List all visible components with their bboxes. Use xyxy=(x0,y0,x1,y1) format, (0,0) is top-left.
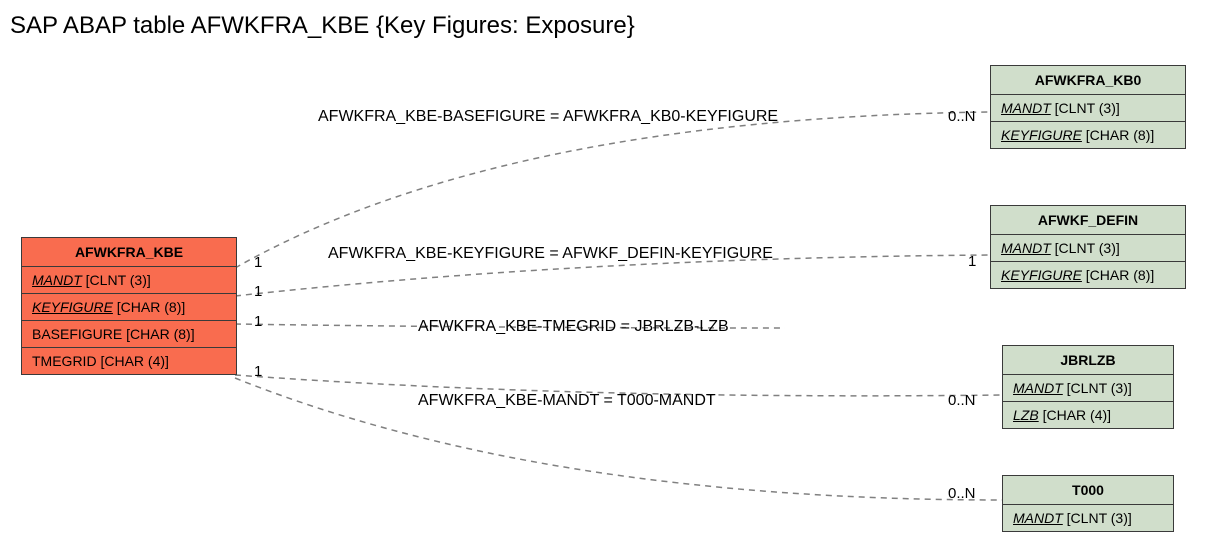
entity-header: T000 xyxy=(1003,476,1173,505)
field-name: KEYFIGURE xyxy=(32,299,113,315)
field-type: [CLNT (3)] xyxy=(82,272,151,288)
field-name: MANDT xyxy=(1001,100,1051,116)
field-type: [CHAR (4)] xyxy=(1039,407,1111,423)
field-name: TMEGRID xyxy=(32,353,97,369)
field-name: MANDT xyxy=(1001,240,1051,256)
field-type: [CHAR (8)] xyxy=(1082,267,1154,283)
entity-header: AFWKFRA_KBE xyxy=(22,238,236,267)
field-type: [CHAR (8)] xyxy=(1082,127,1154,143)
cardinality-left: 1 xyxy=(254,313,262,330)
field-name: LZB xyxy=(1013,407,1039,423)
field-type: [CLNT (3)] xyxy=(1063,380,1132,396)
entity-afwkf_defin: AFWKF_DEFINMANDT [CLNT (3)]KEYFIGURE [CH… xyxy=(990,205,1186,289)
diagram-canvas: SAP ABAP table AFWKFRA_KBE {Key Figures:… xyxy=(0,0,1219,549)
field-type: [CLNT (3)] xyxy=(1063,510,1132,526)
cardinality-left: 1 xyxy=(254,283,262,300)
entity-field: MANDT [CLNT (3)] xyxy=(22,267,236,294)
cardinality-right: 0..N xyxy=(948,392,976,409)
entity-field: KEYFIGURE [CHAR (8)] xyxy=(991,122,1185,148)
field-type: [CHAR (4)] xyxy=(97,353,169,369)
cardinality-left: 1 xyxy=(254,254,262,271)
entity-afwkfra_kbe: AFWKFRA_KBEMANDT [CLNT (3)]KEYFIGURE [CH… xyxy=(21,237,237,375)
entity-header: JBRLZB xyxy=(1003,346,1173,375)
field-name: MANDT xyxy=(1013,380,1063,396)
entity-field: KEYFIGURE [CHAR (8)] xyxy=(991,262,1185,288)
cardinality-right: 0..N xyxy=(948,485,976,502)
entity-field: MANDT [CLNT (3)] xyxy=(991,95,1185,122)
field-name: BASEFIGURE xyxy=(32,326,122,342)
relation-label: AFWKFRA_KBE-MANDT = T000-MANDT xyxy=(418,392,716,410)
cardinality-left: 1 xyxy=(254,363,262,380)
field-name: MANDT xyxy=(1013,510,1063,526)
field-name: KEYFIGURE xyxy=(1001,127,1082,143)
entity-jbrlzb: JBRLZBMANDT [CLNT (3)]LZB [CHAR (4)] xyxy=(1002,345,1174,429)
entity-field: LZB [CHAR (4)] xyxy=(1003,402,1173,428)
entity-field: MANDT [CLNT (3)] xyxy=(991,235,1185,262)
entity-field: KEYFIGURE [CHAR (8)] xyxy=(22,294,236,321)
entity-field: MANDT [CLNT (3)] xyxy=(1003,375,1173,402)
relation-label: AFWKFRA_KBE-BASEFIGURE = AFWKFRA_KB0-KEY… xyxy=(318,108,778,126)
entity-header: AFWKF_DEFIN xyxy=(991,206,1185,235)
field-type: [CHAR (8)] xyxy=(122,326,194,342)
entity-field: BASEFIGURE [CHAR (8)] xyxy=(22,321,236,348)
relation-label: AFWKFRA_KBE-TMEGRID = JBRLZB-LZB xyxy=(418,318,729,336)
entity-header: AFWKFRA_KB0 xyxy=(991,66,1185,95)
entity-t000: T000MANDT [CLNT (3)] xyxy=(1002,475,1174,532)
entity-field: TMEGRID [CHAR (4)] xyxy=(22,348,236,374)
field-type: [CLNT (3)] xyxy=(1051,100,1120,116)
entity-afwkfra_kb0: AFWKFRA_KB0MANDT [CLNT (3)]KEYFIGURE [CH… xyxy=(990,65,1186,149)
field-type: [CLNT (3)] xyxy=(1051,240,1120,256)
field-type: [CHAR (8)] xyxy=(113,299,185,315)
page-title: SAP ABAP table AFWKFRA_KBE {Key Figures:… xyxy=(10,12,635,40)
field-name: MANDT xyxy=(32,272,82,288)
entity-field: MANDT [CLNT (3)] xyxy=(1003,505,1173,531)
cardinality-right: 0..N xyxy=(948,108,976,125)
cardinality-right: 1 xyxy=(968,253,976,270)
field-name: KEYFIGURE xyxy=(1001,267,1082,283)
relation-label: AFWKFRA_KBE-KEYFIGURE = AFWKF_DEFIN-KEYF… xyxy=(328,245,773,263)
